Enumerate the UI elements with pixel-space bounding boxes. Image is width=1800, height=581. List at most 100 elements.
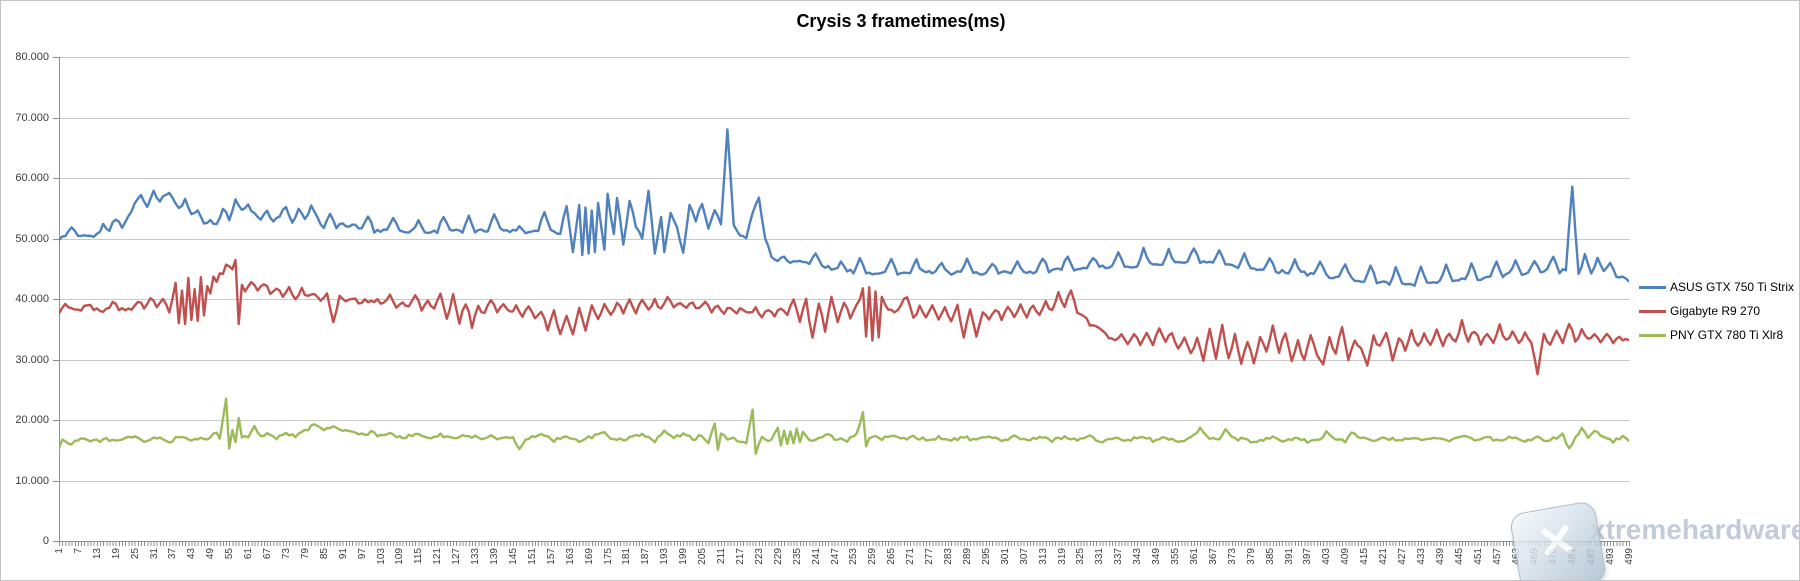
x-axis-label: 241 (810, 548, 822, 565)
x-axis-label: 295 (980, 548, 992, 565)
x-axis-label: 193 (659, 548, 671, 565)
y-axis-label: 80.000 (15, 51, 49, 63)
x-axis-label: 121 (432, 548, 444, 565)
x-axis-label: 367 (1207, 548, 1219, 565)
x-axis-label: 265 (886, 548, 898, 565)
gridline (59, 178, 1630, 179)
x-axis-label: 205 (697, 548, 709, 565)
x-axis-label: 61 (243, 548, 255, 560)
x-axis-label: 457 (1491, 548, 1503, 565)
legend-entry: Gigabyte R9 270 (1639, 303, 1794, 319)
x-axis-label: 25 (129, 548, 141, 560)
x-axis-label: 211 (716, 548, 728, 564)
y-axis-tick (53, 238, 59, 240)
x-axis-label: 385 (1264, 548, 1276, 565)
x-axis-label: 421 (1378, 548, 1390, 565)
x-axis-label: 139 (489, 548, 501, 565)
x-axis-label: 451 (1472, 548, 1484, 565)
x-axis-label: 67 (262, 548, 274, 560)
x-axis-label: 325 (1075, 548, 1087, 565)
x-glyph: ✕ (1533, 512, 1581, 571)
legend-line-swatch (1639, 309, 1666, 313)
y-axis-tick (53, 299, 59, 300)
y-axis-tick (53, 57, 59, 58)
x-axis-label: 379 (1245, 548, 1257, 565)
x-axis-label: 277 (924, 548, 936, 565)
gridline (59, 420, 1630, 421)
x-axis-label: 97 (356, 548, 368, 560)
x-axis-label: 235 (791, 548, 803, 565)
legend: ASUS GTX 750 Ti Strix Gigabyte R9 270 PNY … (1639, 279, 1794, 351)
x-axis-label: 415 (1359, 548, 1371, 565)
y-axis-label: 20.000 (15, 414, 49, 426)
y-axis-tick (53, 420, 59, 421)
x-axis-label: 331 (1094, 548, 1106, 565)
x-axis-label: 55 (224, 548, 236, 560)
x-axis-label: 7 (72, 548, 84, 554)
x-axis-label: 91 (337, 548, 349, 560)
x-axis-label: 217 (734, 548, 746, 565)
y-axis-tick (53, 359, 59, 361)
gridline (59, 117, 1630, 119)
x-axis-label: 349 (1151, 548, 1163, 565)
y-axis-label: 40.000 (15, 293, 49, 305)
x-axis-tick-marks (59, 542, 1630, 546)
y-axis-tick (53, 178, 59, 179)
x-axis-label: 355 (1170, 548, 1182, 565)
y-axis-label: 30.000 (15, 353, 49, 366)
x-axis-label: 253 (848, 548, 860, 565)
x-axis-label: 493 (1605, 548, 1617, 565)
x-axis-label: 313 (1037, 548, 1049, 565)
gridline (59, 299, 1630, 300)
watermark-x-logo-icon: ✕ (1508, 500, 1608, 580)
series-line-gigabyte-r9-270 (59, 258, 1629, 376)
x-axis-label: 409 (1340, 548, 1352, 565)
y-axis-tick (53, 480, 59, 482)
x-axis-label: 181 (621, 548, 633, 565)
y-axis-label: 10.000 (15, 474, 49, 487)
x-axis-label: 1 (54, 548, 65, 554)
x-axis-label: 187 (640, 548, 652, 565)
x-axis-label: 337 (1113, 548, 1125, 565)
x-axis-label: 169 (583, 548, 595, 565)
x-axis-label: 157 (545, 548, 557, 565)
gridline (59, 359, 1630, 361)
watermark-text: xtremehardware.com (1590, 514, 1799, 545)
x-axis-label: 85 (318, 548, 330, 560)
x-axis-label: 229 (772, 548, 784, 565)
gridline (59, 238, 1630, 240)
x-axis-label: 73 (280, 548, 292, 560)
x-axis-label: 259 (867, 548, 879, 565)
x-axis-label: 49 (205, 548, 217, 560)
x-axis-label: 115 (413, 548, 425, 564)
x-axis-label: 145 (507, 548, 519, 565)
legend-entry: ASUS GTX 750 Ti Strix (1639, 279, 1794, 295)
x-axis-label: 445 (1453, 548, 1465, 565)
x-axis-label: 289 (961, 548, 973, 565)
x-axis-label: 271 (905, 548, 917, 565)
x-axis-line (59, 541, 1630, 542)
x-axis-label: 133 (470, 548, 482, 565)
x-axis-label: 301 (999, 548, 1011, 565)
series-line-asus-gtx-750-ti-strix (59, 128, 1629, 287)
x-axis-label: 403 (1321, 548, 1333, 565)
y-axis-tick (53, 117, 59, 119)
x-axis-label: 283 (943, 548, 955, 565)
legend-label: Gigabyte R9 270 (1670, 304, 1761, 318)
x-axis-label: 247 (829, 548, 841, 565)
x-axis-label: 103 (375, 548, 387, 565)
y-axis-label: 60.000 (15, 172, 49, 184)
x-axis-label: 151 (526, 548, 538, 565)
plot-lines (59, 128, 1629, 455)
legend-line-swatch (1639, 285, 1666, 289)
gridline (59, 480, 1630, 482)
legend-entry: PNY GTX 780 Ti Xlr8 (1639, 327, 1794, 343)
x-axis-label: 31 (148, 548, 160, 560)
x-axis-label: 19 (110, 548, 122, 560)
x-axis-label: 223 (753, 548, 765, 565)
x-axis-label: 175 (602, 548, 614, 565)
x-axis-label: 307 (1018, 548, 1030, 565)
x-axis-label: 343 (1132, 548, 1144, 565)
x-axis-label: 79 (299, 548, 311, 560)
